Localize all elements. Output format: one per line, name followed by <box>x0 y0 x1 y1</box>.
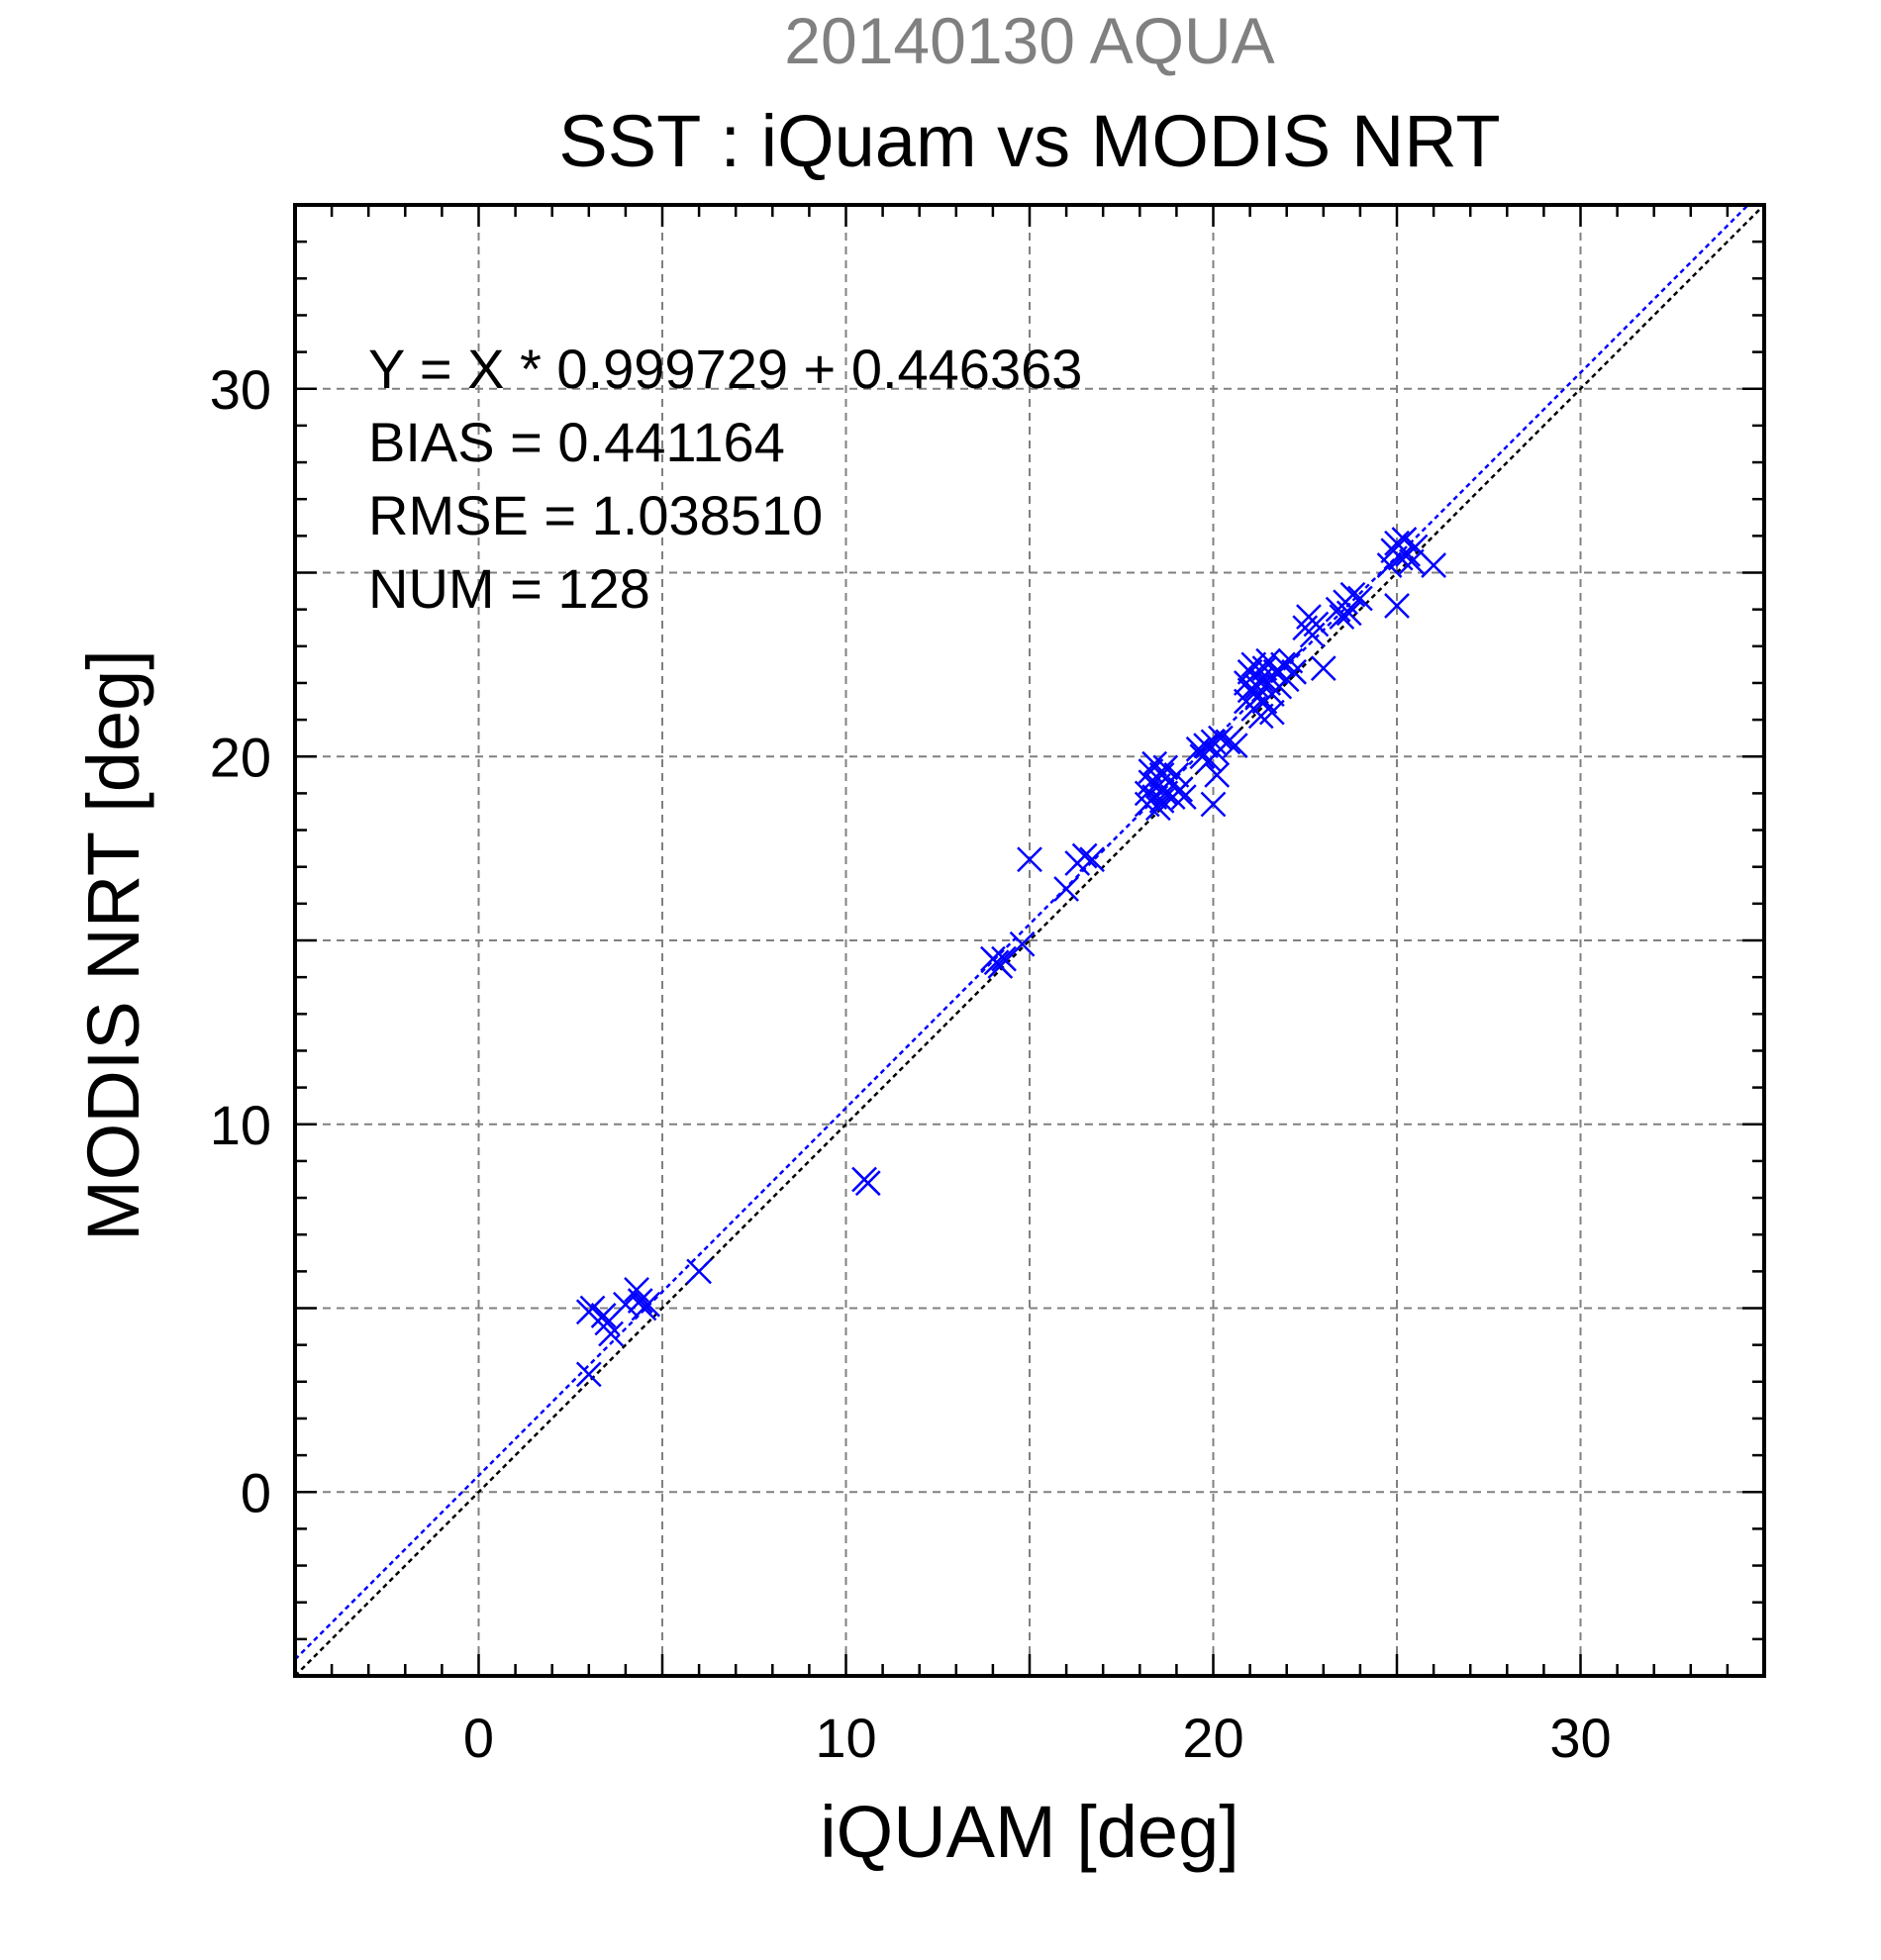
identity-line <box>294 204 1765 1677</box>
data-point <box>598 1321 624 1347</box>
data-point <box>1421 552 1446 578</box>
data-point <box>1281 658 1308 685</box>
x-axis-label: iQUAM [deg] <box>820 1791 1239 1873</box>
data-point <box>1079 846 1105 873</box>
x-tick-label: 10 <box>815 1707 876 1769</box>
grid-lines <box>295 205 1764 1676</box>
data-point <box>1144 795 1171 822</box>
data-point <box>1303 611 1330 637</box>
data-point <box>1384 593 1410 619</box>
data-point <box>1152 754 1179 781</box>
data-point <box>1270 651 1296 678</box>
data-point <box>1347 585 1373 612</box>
chart-title: SST : iQuam vs MODIS NRT <box>558 100 1500 182</box>
data-point <box>1200 791 1227 818</box>
data-point <box>1222 733 1248 758</box>
y-tick-label: 20 <box>210 726 271 788</box>
annotation-bias: BIAS = 0.441164 <box>368 411 785 473</box>
annotation-rmse: RMSE = 1.038510 <box>368 484 823 546</box>
x-tick-label: 30 <box>1549 1707 1611 1769</box>
data-point <box>1237 658 1263 685</box>
y-tick-label: 30 <box>210 358 271 421</box>
data-point <box>1376 552 1403 578</box>
data-point <box>1193 733 1219 758</box>
y-tick-label: 0 <box>241 1461 271 1523</box>
data-point <box>1258 699 1285 726</box>
data-point <box>1398 548 1425 575</box>
y-axis-label: MODIS NRT [deg] <box>72 649 154 1241</box>
data-point <box>635 1291 661 1318</box>
stats-annotations: Y = X * 0.999729 + 0.446363 BIAS = 0.441… <box>368 338 1082 620</box>
data-point <box>987 953 1014 979</box>
data-point <box>854 1170 881 1197</box>
annotation-fit-equation: Y = X * 0.999729 + 0.446363 <box>368 338 1082 400</box>
x-tick-label: 20 <box>1182 1707 1243 1769</box>
data-point <box>1310 655 1336 681</box>
tick-labels: 0 10 20 30 0 10 20 30 <box>210 358 1612 1769</box>
data-point <box>991 945 1017 972</box>
plot-frame <box>293 203 1766 1678</box>
data-point <box>1053 876 1079 902</box>
data-point <box>1215 729 1241 755</box>
data-point <box>1071 842 1098 869</box>
data-point <box>590 1303 617 1328</box>
data-point <box>1167 776 1193 803</box>
reference-lines <box>294 204 1765 1677</box>
data-point <box>1163 761 1190 788</box>
chart-supertitle: 20140130 AQUA <box>784 4 1274 77</box>
annotation-num: NUM = 128 <box>368 557 650 620</box>
data-point <box>627 1288 653 1314</box>
data-point <box>1170 784 1197 810</box>
data-point <box>1009 931 1036 957</box>
data-point <box>575 1361 602 1388</box>
data-point <box>1208 725 1234 751</box>
data-point <box>686 1258 712 1285</box>
data-points <box>575 527 1446 1388</box>
y-tick-label: 10 <box>210 1094 271 1156</box>
data-point <box>1339 581 1366 608</box>
fit-line <box>294 204 1749 1661</box>
data-point <box>1204 761 1231 788</box>
x-tick-label: 0 <box>463 1707 494 1769</box>
data-point <box>1017 846 1042 873</box>
data-point <box>1391 527 1418 552</box>
